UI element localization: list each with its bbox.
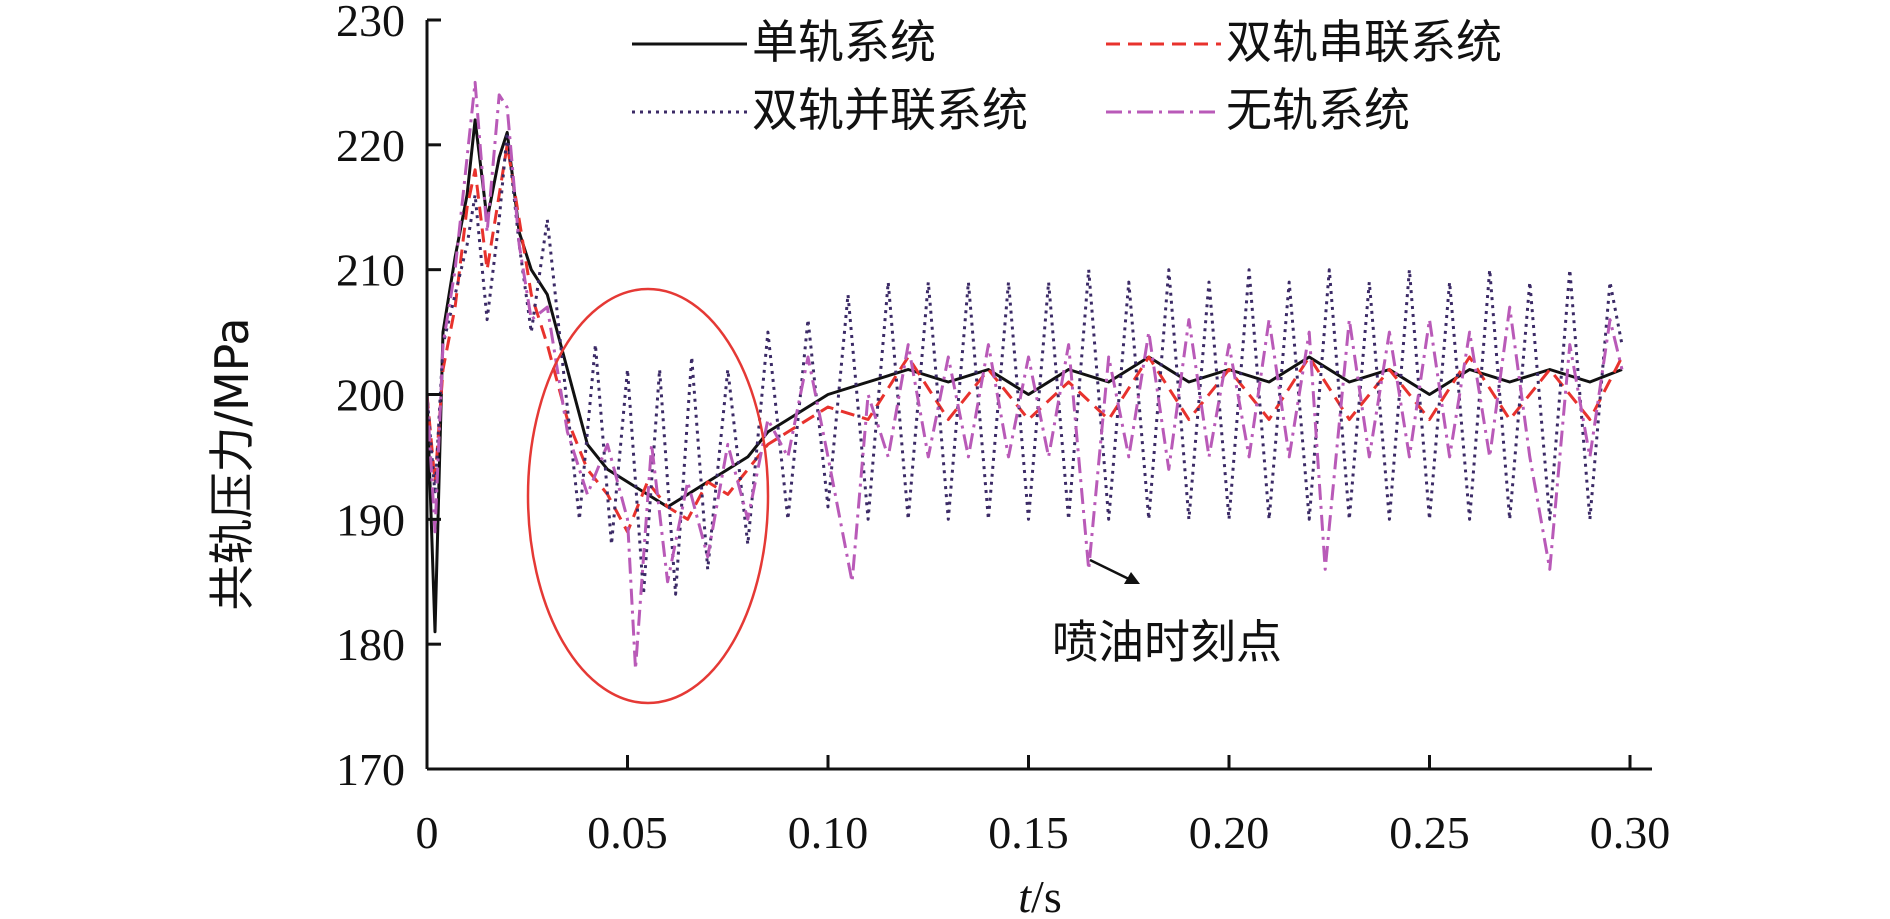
x-tick-label: 0.25 [1389,807,1470,858]
annotation-text: 喷油时刻点 [1052,615,1282,669]
ticks: 0 0.05 0.10 0.15 0.20 0.25 0.30 170 180 190 200 210… [336,0,1670,858]
annotation: 喷油时刻点 [1052,558,1282,669]
series-line-2 [425,143,1624,534]
y-tick-label: 230 [336,0,405,46]
series-line-1 [425,118,1623,634]
y-tick-label: 190 [336,494,405,545]
x-tick-label: 0.05 [587,807,668,858]
x-tick-label: 0.15 [988,807,1069,858]
y-axis-title: 共轨压力/MPa [205,317,259,610]
series-line-3 [425,130,1624,596]
legend-label-2: 双轨串联系统 [1226,15,1502,69]
x-tick-label: 0.30 [1590,807,1671,858]
y-tick-label: 210 [336,245,405,296]
x-tick-label: 0.20 [1189,807,1270,858]
y-tick-label: 220 [336,120,405,171]
axes [425,20,1652,771]
series-layer [425,80,1624,671]
x-axis-title: t/s [1018,871,1061,919]
highlight-ellipse [526,287,770,705]
x-axis-title-var: t [1018,871,1032,919]
annotation-arrow-head [1124,572,1140,584]
x-axis-title-unit: /s [1031,871,1062,919]
legend-label-4: 无轨系统 [1226,83,1410,137]
y-tick-label: 180 [336,619,405,670]
y-tick-label: 200 [336,370,405,421]
legend-label-3: 双轨并联系统 [752,83,1028,137]
x-tick-label: 0 [416,807,439,858]
x-tick-label: 0.10 [788,807,869,858]
y-tick-label: 170 [336,744,405,795]
series-line-4 [425,80,1624,671]
legend-label-1: 单轨系统 [752,15,936,69]
